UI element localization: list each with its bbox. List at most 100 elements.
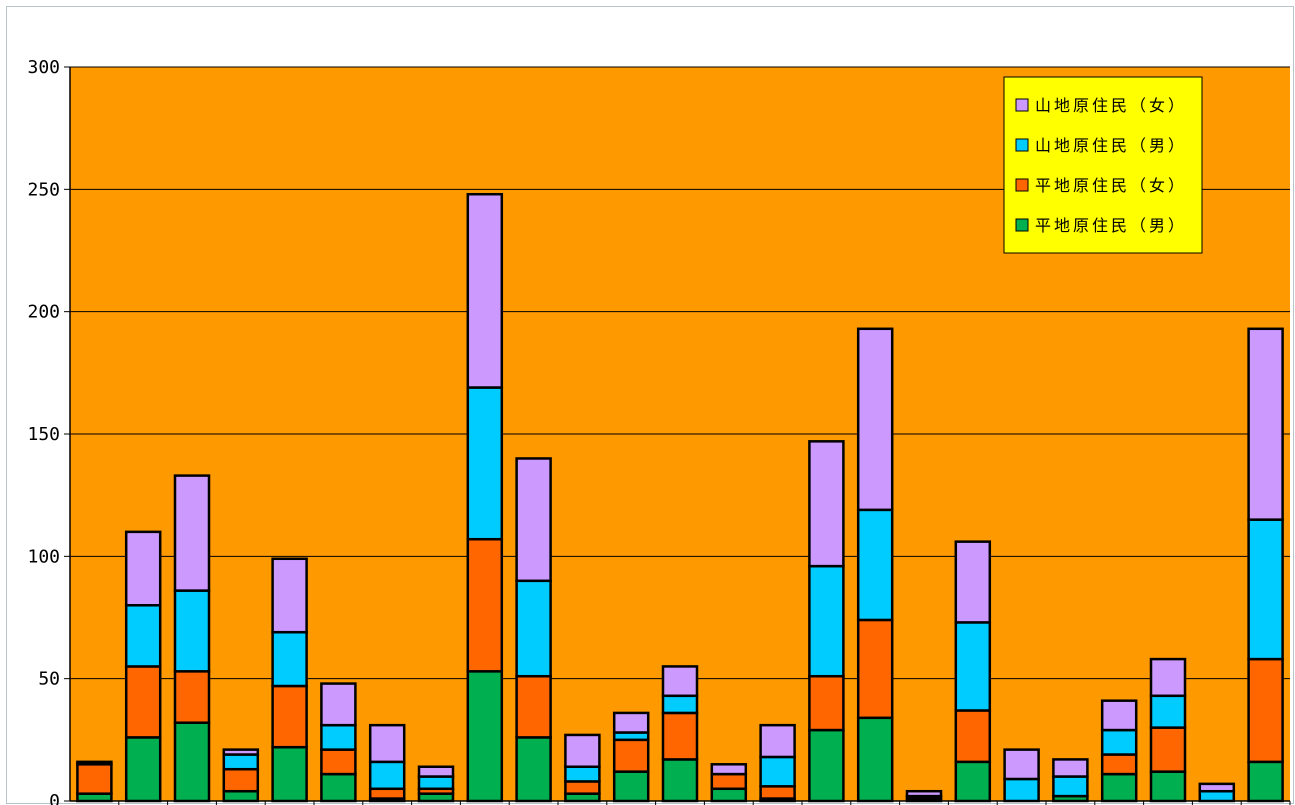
bar-segment: [1100, 772, 1138, 803]
bar-segment: [661, 711, 699, 761]
bar-segment: [564, 733, 601, 768]
bar-segment: [466, 192, 504, 389]
bar-segment: [466, 670, 504, 803]
bar-segment: [320, 772, 357, 803]
bar-segment: [222, 753, 260, 771]
bar-segment: [1100, 753, 1138, 776]
bar-segment: [1247, 657, 1284, 764]
bar-segment: [271, 684, 308, 749]
bar-segment: [954, 621, 992, 712]
bar-segment: [710, 763, 748, 776]
y-tick-label: 150: [27, 424, 60, 445]
bar-segment: [710, 787, 748, 803]
bar-segment: [368, 760, 406, 791]
bar-segment: [1149, 657, 1187, 698]
bar-segment: [954, 540, 992, 624]
bar-segment: [1003, 748, 1040, 781]
bar-segment: [320, 682, 357, 727]
y-tick-label: 200: [27, 302, 60, 323]
bar-segment: [222, 767, 260, 793]
bar-segment: [368, 787, 406, 800]
bar-segment: [856, 618, 894, 720]
y-tick-label: 50: [38, 669, 60, 690]
bar-segment: [173, 589, 211, 673]
bar-segment: [1149, 726, 1187, 773]
legend-box: [1003, 76, 1203, 254]
bar-segment: [808, 564, 845, 678]
bar-segment: [564, 780, 601, 795]
bar-segment: [1198, 789, 1236, 803]
bar-segment: [1052, 775, 1089, 798]
bar-segment: [320, 748, 357, 776]
bars: [76, 192, 1284, 803]
bar-segment: [76, 763, 113, 795]
bar-segment: [954, 709, 992, 764]
bar-segment: [271, 630, 308, 688]
bar-segment: [124, 736, 162, 803]
bar-segment: [1198, 782, 1236, 793]
bar-segment: [661, 665, 699, 698]
bar-segment: [759, 723, 796, 759]
bar-segment: [515, 457, 552, 583]
y-tick-label: 100: [27, 546, 60, 567]
y-axis-ticks: 0 50 100 150 200 250 300: [27, 57, 70, 805]
bar-segment: [759, 755, 796, 788]
bar-segment: [905, 789, 943, 798]
bar-segment: [1052, 758, 1089, 778]
y-tick-label: 0: [49, 791, 60, 805]
legend: 山地原住民（女） 山地原住民（男） 平地原住民（女） 平地原住民（男）: [1003, 76, 1203, 254]
bar-segment: [222, 789, 260, 803]
bar-segment: [173, 721, 211, 803]
bar-segment: [1247, 327, 1284, 521]
bar-segment: [515, 736, 552, 803]
bar-segment: [808, 728, 845, 803]
bar-segment: [759, 785, 796, 800]
legend-label: 平地原住民（男）: [1035, 216, 1187, 235]
chart-frame: [6, 6, 1294, 804]
bar-segment: [1003, 777, 1040, 803]
legend-label: 平地原住民（女）: [1035, 176, 1187, 195]
bar-segment: [271, 745, 308, 803]
y-tick-label: 250: [27, 179, 60, 200]
bar-segment: [856, 327, 894, 512]
legend-swatch: [1015, 98, 1029, 112]
bar-segment: [1247, 760, 1284, 803]
bar-segment: [124, 530, 162, 607]
bar-segment: [661, 758, 699, 803]
bar-segment: [515, 579, 552, 678]
bar-segment: [1247, 518, 1284, 661]
bar-segment: [1100, 728, 1138, 756]
bar-segment: [954, 760, 992, 803]
bar-segment: [368, 723, 406, 764]
bar-segment: [173, 670, 211, 724]
bar-segment: [76, 760, 113, 766]
bar-segment: [564, 765, 601, 783]
bar-segment: [661, 694, 699, 715]
bar-segment: [710, 772, 748, 791]
bar-segment: [1149, 770, 1187, 803]
bar-segment: [612, 738, 650, 773]
bar-segment: [856, 508, 894, 622]
bar-segment: [856, 716, 894, 803]
bar-segment: [466, 537, 504, 673]
bar-segment: [271, 557, 308, 634]
legend-label: 山地原住民（男）: [1035, 136, 1187, 155]
bar-segment: [808, 440, 845, 568]
axes: [69, 67, 1291, 805]
bar-segment: [466, 386, 504, 541]
bar-segment: [320, 723, 357, 751]
y-tick-label: 300: [27, 57, 60, 78]
bar-segment: [222, 748, 260, 756]
legend-label: 山地原住民（女）: [1035, 96, 1187, 115]
bar-segment: [515, 674, 552, 739]
bar-segment: [808, 674, 845, 732]
bar-segment: [173, 474, 211, 592]
bar-segment: [124, 604, 162, 668]
bar-segment: [612, 711, 650, 734]
legend-swatch: [1015, 178, 1029, 192]
bar-segment: [124, 665, 162, 739]
bar-segment: [1149, 694, 1187, 729]
bar-segment: [417, 765, 455, 778]
legend-swatch: [1015, 218, 1029, 232]
